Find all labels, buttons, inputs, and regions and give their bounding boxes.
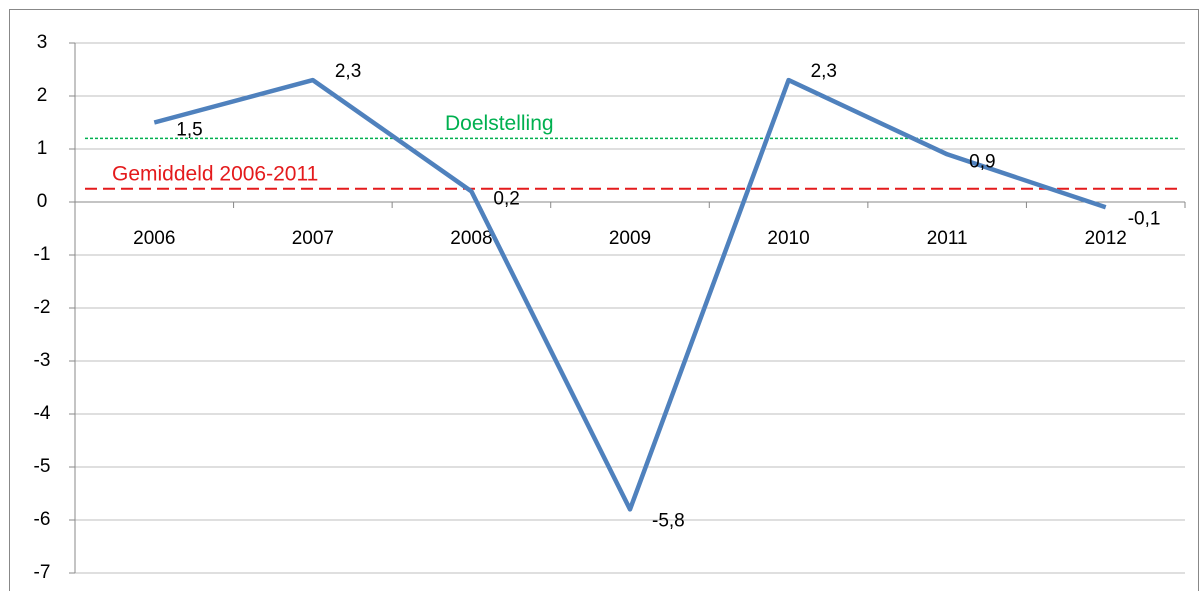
- y-tick-label: -5: [34, 456, 51, 477]
- y-tick-label: -3: [34, 350, 51, 371]
- data-label: 2,3: [335, 61, 361, 82]
- data-label: 0,9: [969, 151, 995, 172]
- y-tick-label: -4: [34, 403, 51, 424]
- reference-label: Gemiddeld 2006-2011: [112, 162, 318, 185]
- x-tick-label: 2010: [767, 228, 809, 249]
- x-tick-label: 2012: [1085, 228, 1127, 249]
- data-label: 1,5: [176, 120, 202, 141]
- x-tick-label: 2006: [133, 228, 175, 249]
- y-tick-label: -1: [34, 244, 51, 265]
- y-tick-label: -6: [34, 509, 51, 530]
- y-tick-label: -2: [34, 297, 51, 318]
- data-label: -5,8: [652, 510, 685, 531]
- x-tick-label: 2007: [292, 228, 334, 249]
- x-tick-label: 2011: [927, 228, 968, 249]
- y-tick-label: -7: [34, 562, 51, 583]
- reference-label: Doelstelling: [445, 112, 554, 135]
- chart-border: [9, 9, 1199, 591]
- y-tick-label: 0: [37, 191, 48, 212]
- data-label: -0,1: [1128, 208, 1161, 229]
- x-tick-label: 2008: [450, 228, 492, 249]
- line-series: [153, 77, 1107, 512]
- data-label: 0,2: [493, 188, 519, 209]
- data-label: 2,3: [811, 61, 837, 82]
- y-tick-label: 2: [37, 85, 48, 106]
- y-tick-label: 3: [37, 32, 48, 53]
- y-tick-label: 1: [37, 138, 48, 159]
- x-tick-label: 2009: [609, 228, 651, 249]
